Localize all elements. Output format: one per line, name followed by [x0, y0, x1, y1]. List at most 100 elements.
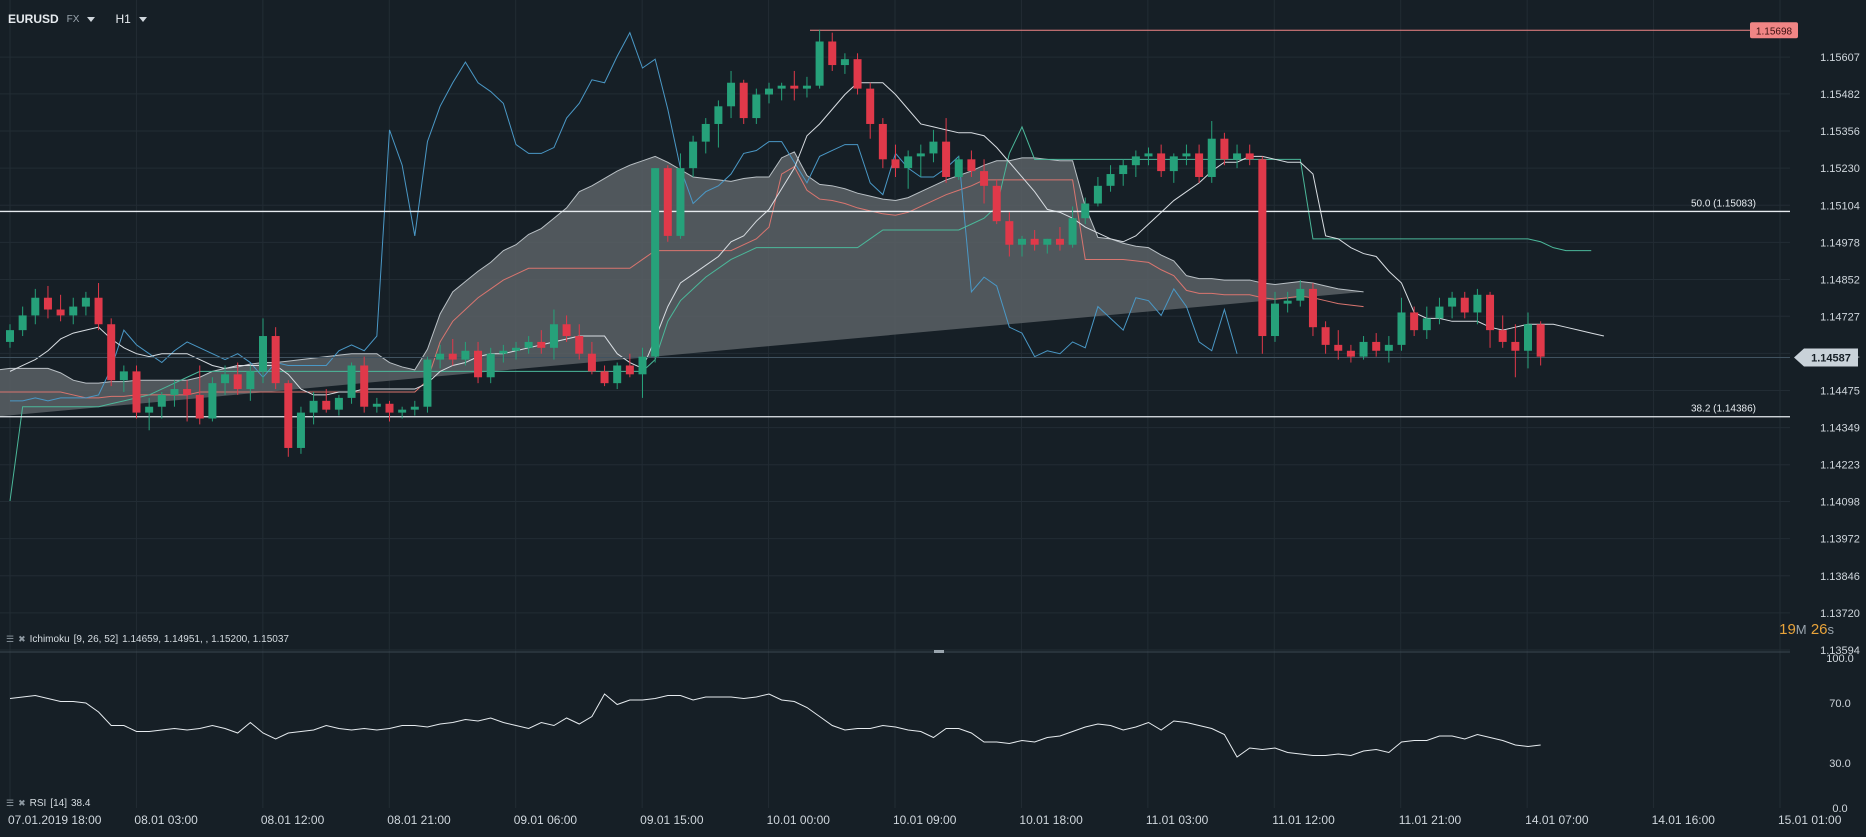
- time-tick-label: 09.01 06:00: [514, 813, 578, 827]
- settings-icon[interactable]: ☰: [6, 634, 15, 644]
- candle-body: [1536, 324, 1545, 357]
- candle-body: [145, 406, 154, 413]
- candle-body: [221, 374, 230, 384]
- candle-body: [461, 350, 470, 360]
- senkou-span-b: [0, 165, 1364, 399]
- candle-body: [954, 159, 963, 177]
- candle-body: [1397, 312, 1406, 345]
- candle-body: [537, 341, 546, 348]
- rsi-legend[interactable]: ☰ ✖ RSI [14] 38.4: [6, 798, 90, 809]
- candle-body: [1321, 327, 1330, 345]
- close-icon[interactable]: ✖: [18, 634, 26, 644]
- candle-body: [524, 341, 533, 348]
- candle-body: [259, 336, 267, 372]
- settings-icon[interactable]: ☰: [6, 798, 15, 808]
- chikou-span: [10, 31, 1238, 402]
- candle-body: [790, 85, 799, 89]
- countdown-minutes-unit: M: [1795, 622, 1807, 637]
- candle-body: [157, 394, 166, 407]
- candle-body: [1157, 153, 1166, 172]
- candle-body: [1131, 156, 1140, 166]
- candle-body: [1258, 159, 1267, 337]
- candle-body: [853, 59, 862, 89]
- candle-body: [1081, 203, 1090, 219]
- candle-body: [284, 383, 293, 448]
- time-tick-label: 11.01 21:00: [1399, 813, 1462, 827]
- candle-body: [360, 365, 369, 407]
- current-price-tag[interactable]: [1794, 348, 1858, 367]
- candle-body: [1435, 306, 1444, 319]
- countdown-seconds: 26: [1810, 621, 1828, 638]
- candle-body: [752, 94, 761, 119]
- time-tick-label: 14.01 16:00: [1652, 813, 1716, 827]
- timeframe-dropdown-caret-icon[interactable]: [138, 16, 147, 22]
- candle-body: [1498, 330, 1507, 342]
- candle-body: [448, 353, 457, 360]
- candle-body: [1271, 303, 1279, 337]
- axes: 1.15607 1.15482 1.15356 1.15230 1.15104 1.149…: [8, 22, 1860, 827]
- candle-body: [1030, 238, 1039, 245]
- candle-body: [69, 306, 78, 316]
- candle-body: [1093, 185, 1102, 204]
- price-tick-label: 1.14475: [1820, 386, 1860, 398]
- candle-body: [1410, 312, 1419, 331]
- time-tick-label: 10.01 00:00: [767, 813, 831, 827]
- candle-body: [866, 88, 875, 124]
- candle-body: [1220, 138, 1229, 160]
- candle-body: [992, 185, 1001, 222]
- candle-body: [714, 106, 723, 124]
- high-price-tag[interactable]: [1750, 22, 1798, 39]
- countdown-seconds-unit: s: [1827, 622, 1835, 637]
- price-tick-label: 1.13846: [1820, 571, 1860, 583]
- candle-body: [1384, 344, 1393, 351]
- countdown-minutes: 19: [1779, 621, 1796, 638]
- candle-body: [1005, 221, 1014, 245]
- timeframe-label[interactable]: H1: [115, 12, 131, 26]
- time-tick-label: 14.01 07:00: [1525, 813, 1589, 827]
- candle-body: [1422, 318, 1431, 331]
- candle-body: [1195, 153, 1204, 177]
- candle-body: [132, 371, 141, 413]
- close-icon[interactable]: ✖: [18, 798, 26, 808]
- candle-body: [183, 389, 192, 395]
- candle-body: [1448, 297, 1457, 307]
- candle-body: [676, 168, 685, 236]
- candle-body: [980, 171, 989, 186]
- candle-body: [486, 353, 495, 378]
- time-tick-label: 08.01 21:00: [387, 813, 451, 827]
- candle-body: [1169, 156, 1178, 172]
- time-tick-label: 10.01 09:00: [893, 813, 957, 827]
- candle-body: [1043, 238, 1052, 245]
- price-tick-label: 1.15230: [1820, 163, 1860, 175]
- candle-body: [1524, 324, 1532, 351]
- rsi-panel: [0, 650, 1790, 758]
- panel-resize-handle[interactable]: [934, 650, 944, 653]
- time-tick-label: 15.01 01:00: [1778, 813, 1842, 827]
- candle-body: [689, 141, 698, 169]
- candle-body: [512, 347, 520, 351]
- candle-body: [1018, 238, 1026, 245]
- candle-body: [372, 403, 381, 407]
- rsi-line: [9, 693, 1541, 758]
- price-tick-label: 1.14852: [1820, 274, 1860, 286]
- candle-body: [942, 141, 951, 177]
- candle-body: [701, 123, 710, 142]
- candle-body: [1486, 294, 1495, 331]
- price-tick-label: 1.13720: [1820, 608, 1860, 620]
- candle-body: [309, 400, 318, 413]
- candle-body: [891, 159, 900, 169]
- symbol-label[interactable]: EURUSD: [8, 12, 59, 26]
- ichimoku-legend[interactable]: ☰ ✖ Ichimoku [9, 26, 52] 1.14659, 1.1495…: [6, 634, 289, 645]
- symbol-dropdown-caret-icon[interactable]: [87, 16, 96, 22]
- rsi-tick-label: 70.0: [1829, 698, 1850, 710]
- candle-body: [638, 356, 647, 375]
- candle-body: [347, 365, 356, 398]
- candle-body: [18, 315, 27, 331]
- candle-body: [1460, 297, 1469, 313]
- ichimoku-values: 1.14659, 1.14951, , 1.15200, 1.15037: [122, 634, 289, 645]
- candle-body: [81, 297, 90, 307]
- rsi-tick-label: 0.0: [1832, 803, 1847, 815]
- price-tick-label: 1.14098: [1820, 497, 1860, 509]
